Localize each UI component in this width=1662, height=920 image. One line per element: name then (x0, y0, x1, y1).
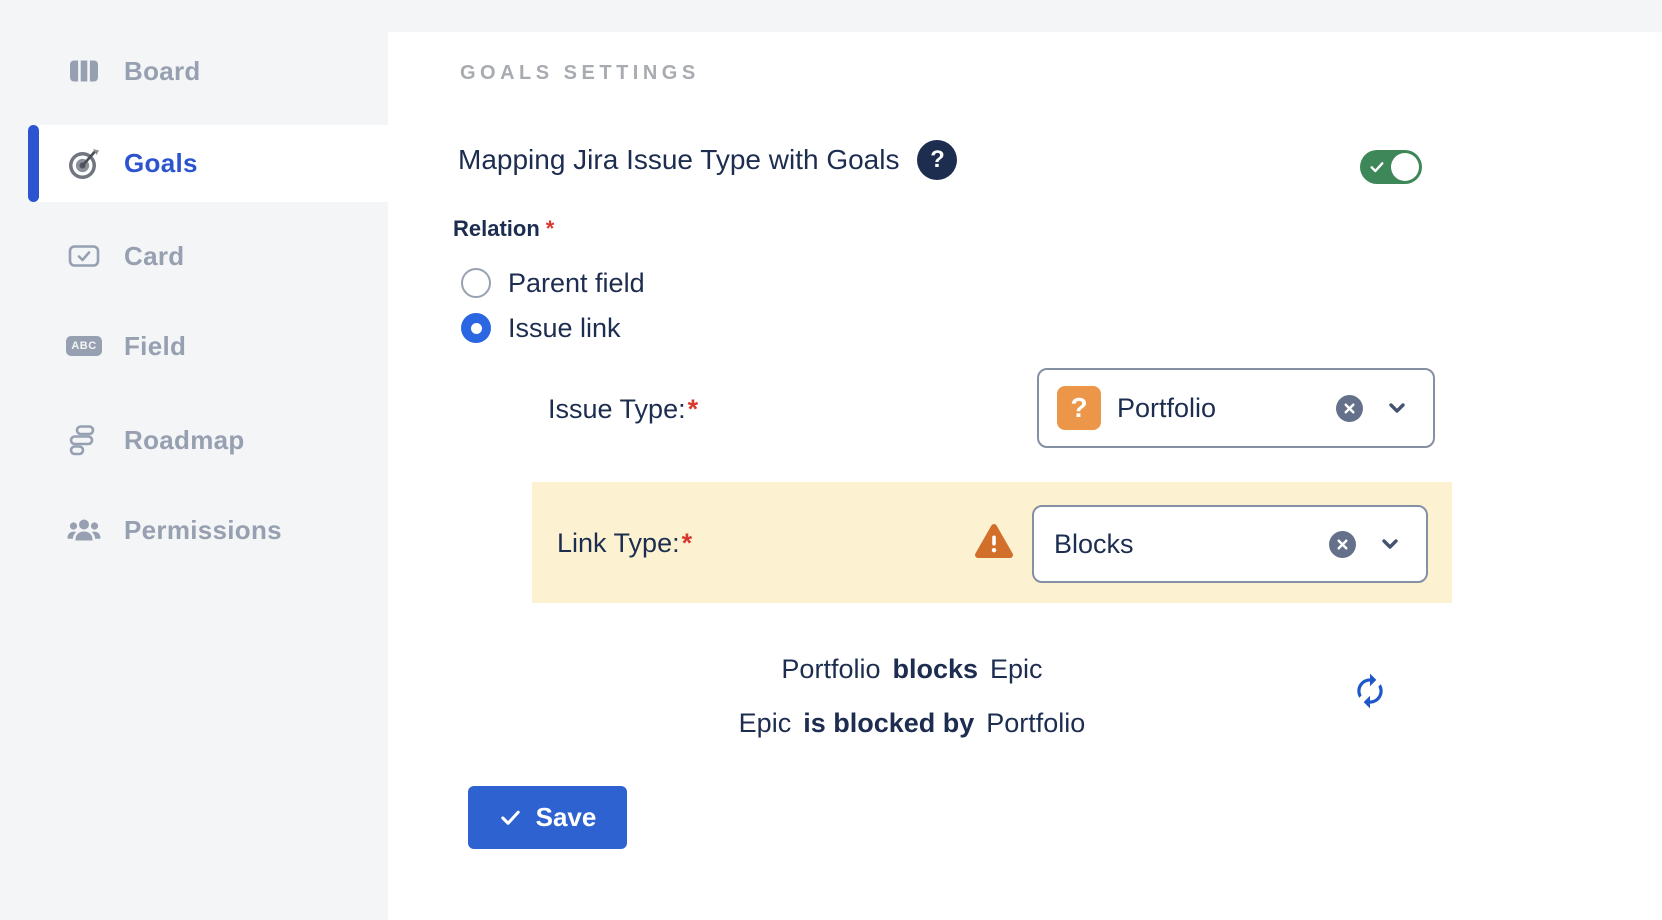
sidebar-item-label: Field (124, 330, 187, 361)
link-type-highlight-row: Link Type:* Blocks (532, 482, 1452, 603)
check-icon (1369, 159, 1385, 180)
toggle-knob (1391, 153, 1419, 181)
link-type-value: Blocks (1054, 528, 1134, 559)
mapping-setting-row: Mapping Jira Issue Type with Goals ? (458, 140, 958, 180)
save-button[interactable]: Save (468, 786, 627, 849)
roadmap-icon (66, 422, 102, 458)
issue-type-label: Issue Type:* (548, 394, 699, 424)
sidebar-item-label: Permissions (124, 514, 282, 545)
sidebar-item-field[interactable]: ABC Field (28, 315, 388, 377)
goals-settings-panel: GOALS SETTINGS Mapping Jira Issue Type w… (388, 32, 1662, 920)
clear-icon[interactable] (1336, 394, 1363, 422)
settings-sidebar: Board Goals Card (0, 0, 388, 920)
required-asterisk: * (687, 394, 699, 424)
link-type-select[interactable]: Blocks (1032, 505, 1428, 583)
card-icon (66, 238, 102, 274)
goals-target-icon (66, 146, 102, 182)
sidebar-item-permissions[interactable]: Permissions (28, 499, 388, 561)
sidebar-item-goals[interactable]: Goals (28, 125, 388, 202)
board-icon (66, 53, 102, 89)
sidebar-item-label: Roadmap (124, 424, 245, 455)
relation-label: Relation * (453, 216, 555, 241)
sidebar-item-label: Board (124, 55, 201, 86)
swap-direction-icon[interactable] (1351, 672, 1389, 710)
relation-preview-line-2: Epic is blocked by Portfolio (738, 708, 1086, 738)
active-indicator-bar (28, 125, 39, 202)
mapping-toggle[interactable] (1360, 150, 1422, 184)
question-circle-icon[interactable]: ? (917, 140, 958, 180)
radio-button-selected[interactable] (461, 313, 491, 343)
sidebar-item-roadmap[interactable]: Roadmap (28, 409, 388, 471)
required-asterisk: * (545, 216, 555, 241)
chevron-down-icon[interactable] (1385, 396, 1409, 420)
chevron-down-icon[interactable] (1378, 532, 1402, 556)
issue-type-select[interactable]: ? Portfolio (1037, 368, 1435, 448)
section-title: GOALS SETTINGS (460, 62, 700, 84)
radio-option-parent-field[interactable]: Parent field (461, 267, 645, 299)
check-icon (499, 806, 522, 829)
save-button-label: Save (535, 802, 597, 832)
relation-preview-line-1: Portfolio blocks Epic (781, 654, 1043, 684)
required-asterisk: * (681, 528, 693, 558)
radio-option-issue-link[interactable]: Issue link (461, 312, 621, 344)
mapping-setting-title: Mapping Jira Issue Type with Goals (458, 144, 900, 175)
warning-icon (974, 522, 1014, 565)
sidebar-item-board[interactable]: Board (28, 40, 388, 102)
sidebar-item-label: Goals (124, 148, 198, 178)
sidebar-item-card[interactable]: Card (28, 225, 388, 287)
permissions-icon (66, 512, 102, 548)
sidebar-item-label: Card (124, 240, 185, 271)
portfolio-issue-type-icon: ? (1057, 386, 1101, 430)
issue-type-value: Portfolio (1117, 392, 1217, 423)
field-abc-icon: ABC (66, 328, 102, 364)
clear-icon[interactable] (1329, 530, 1356, 558)
link-type-label: Link Type:* (557, 528, 693, 558)
radio-button[interactable] (461, 268, 491, 298)
